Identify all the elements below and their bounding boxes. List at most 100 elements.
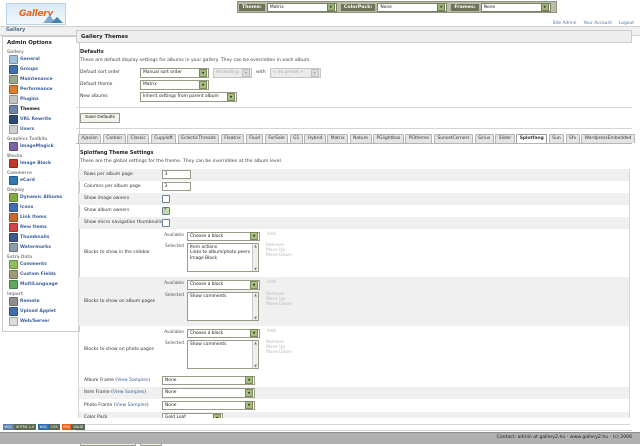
sidebar-item-performance[interactable]: Performance xyxy=(9,85,76,94)
view-samples-link[interactable]: View Samples xyxy=(112,390,145,396)
sidebar-item-maintenance[interactable]: Maintenance xyxy=(9,75,76,84)
tab-fluid[interactable]: Fluid xyxy=(245,133,264,143)
sidebar-item-thumbnails[interactable]: Thumbnails xyxy=(9,233,76,242)
available-blocks-dropdown[interactable]: Choose a block ▼ xyxy=(187,328,260,338)
selected-blocks-list[interactable]: Show comments ▲ ▼ xyxy=(187,291,259,321)
move-down-button[interactable]: Move Down xyxy=(266,350,292,356)
remove-button[interactable]: Remove xyxy=(266,243,284,248)
sidebar-item-image-block[interactable]: Image Block xyxy=(9,159,76,168)
tab-sirius[interactable]: Sirius xyxy=(474,133,494,143)
default-theme-dropdown[interactable]: Matrix ▼ xyxy=(140,80,209,90)
tab-pglightbox[interactable]: PGlightbox xyxy=(373,133,404,143)
gallery-logo[interactable]: Gallery xyxy=(6,3,66,25)
validation-badge[interactable]: W3C XHTML 1.0 xyxy=(3,424,37,430)
tab-floatrix[interactable]: Floatrix xyxy=(220,133,245,143)
frames-selector-dropdown[interactable]: None ▼ xyxy=(480,2,551,12)
sidebar-item-custom-fields[interactable]: Custom Fields xyxy=(9,270,76,279)
listbox-scrollbar[interactable]: ▲ ▼ xyxy=(252,292,258,320)
setting-checkbox[interactable] xyxy=(162,218,170,227)
sidebar-item-users[interactable]: Users xyxy=(9,125,76,134)
sort-preset-dropdown[interactable]: < no preset > ▼ xyxy=(269,68,321,78)
setting-text-input[interactable]: 3 xyxy=(162,170,191,179)
setting-checkbox[interactable] xyxy=(162,206,170,215)
scroll-down-icon[interactable]: ▼ xyxy=(254,315,257,320)
tab-eclecticthreads[interactable]: EclecticThreads xyxy=(177,133,220,143)
sidebar-item-general[interactable]: General xyxy=(9,55,76,64)
setting-text-input[interactable]: 3 xyxy=(162,182,191,191)
validation-badge[interactable]: W3C CSS xyxy=(38,424,60,430)
add-block-button[interactable]: Add xyxy=(267,328,276,334)
add-block-button[interactable]: Add xyxy=(267,231,276,237)
theme-selector-dropdown[interactable]: Matrix ▼ xyxy=(266,2,337,12)
listbox-scrollbar[interactable]: ▲ ▼ xyxy=(252,244,258,271)
default-sort-order-dropdown[interactable]: Manual sort order ▼ xyxy=(140,68,209,78)
colorpack-selector-dropdown[interactable]: None ▼ xyxy=(377,2,448,12)
sort-direction-dropdown[interactable]: Ascending ▼ xyxy=(213,68,252,78)
frame-dropdown[interactable]: None ▼ xyxy=(162,388,255,398)
sidebar-item-imagemagick[interactable]: ImageMagick xyxy=(9,142,76,151)
sidebar-item-plugins[interactable]: Plugins xyxy=(9,95,76,104)
breadcrumb-gallery-link[interactable]: Gallery xyxy=(6,28,26,34)
sidebar-item-remote[interactable]: Remote xyxy=(9,297,76,306)
tab-pgtheme[interactable]: PGtheme xyxy=(405,133,433,143)
scroll-up-icon[interactable]: ▲ xyxy=(254,341,257,345)
sidebar-item-url-rewrite[interactable]: URL Rewrite xyxy=(9,115,76,124)
sidebar-item-themes[interactable]: Themes xyxy=(9,105,76,114)
tab-sunsetcorners[interactable]: SunsetCorners xyxy=(433,133,474,143)
sidebar-item-watermarks[interactable]: Watermarks xyxy=(9,243,76,252)
validation-badge[interactable]: RSS VALID xyxy=(61,424,86,430)
frame-dropdown[interactable]: None ▼ xyxy=(162,400,255,410)
site-admin-link[interactable]: Site Admin xyxy=(552,21,577,26)
selected-block-item[interactable]: Image Block xyxy=(190,255,218,261)
tab-splotfang[interactable]: Splotfang xyxy=(516,133,548,143)
sidebar-item-dynamic-albums[interactable]: Dynamic Albums xyxy=(9,193,76,202)
selected-block-item[interactable]: Show comments xyxy=(190,293,227,299)
save-defaults-button[interactable]: Save Defaults xyxy=(80,112,120,123)
move-down-button[interactable]: Move Down xyxy=(266,301,292,307)
tab-classic[interactable]: Classic xyxy=(127,133,150,143)
selected-blocks-list[interactable]: Show comments ▲ ▼ xyxy=(187,340,259,369)
tab-sfx[interactable]: Sfx xyxy=(565,133,580,143)
tab-sun[interactable]: Sun xyxy=(548,133,565,143)
remove-button[interactable]: Remove xyxy=(266,291,284,297)
move-up-button[interactable]: Move Up xyxy=(266,248,286,254)
view-samples-link[interactable]: View Samples xyxy=(117,377,149,383)
tab-carbon[interactable]: Carbon xyxy=(102,133,126,143)
add-block-button[interactable]: Add xyxy=(267,280,276,285)
tab-nature[interactable]: Nature xyxy=(349,133,372,143)
available-blocks-dropdown[interactable]: Choose a block ▼ xyxy=(187,231,260,241)
sidebar-item-groups[interactable]: Groups xyxy=(9,65,76,74)
selected-block-item[interactable]: Links to album/photo peers xyxy=(190,250,251,256)
scroll-up-icon[interactable]: ▲ xyxy=(254,244,257,248)
selected-block-item[interactable]: Item actions xyxy=(190,245,218,250)
selected-block-item[interactable]: Show comments xyxy=(190,342,227,347)
sidebar-item-multilanguage[interactable]: MultiLanguage xyxy=(9,280,76,289)
sidebar-item-icons[interactable]: Icons xyxy=(9,203,76,212)
setting-checkbox[interactable] xyxy=(162,194,170,203)
tab-cupploft[interactable]: Cupploft xyxy=(150,133,177,143)
listbox-scrollbar[interactable]: ▲ ▼ xyxy=(252,341,258,368)
available-blocks-dropdown[interactable]: Choose a block ▼ xyxy=(187,280,260,290)
tab-slider[interactable]: Slider xyxy=(495,133,515,143)
tab-wordpressembedded[interactable]: WordpressEmbedded xyxy=(581,133,635,143)
scroll-down-icon[interactable]: ▼ xyxy=(254,364,257,368)
move-up-button[interactable]: Move Up xyxy=(266,296,286,302)
view-samples-link[interactable]: View Samples xyxy=(115,402,147,408)
tab-ajaxian[interactable]: Ajaxian xyxy=(78,133,102,143)
selected-blocks-list[interactable]: Item actions Links to album/photo peers Im… xyxy=(187,243,259,272)
remove-button[interactable]: Remove xyxy=(266,340,284,345)
sidebar-item-upload-applet[interactable]: Upload Applet xyxy=(9,307,76,316)
new-albums-dropdown[interactable]: Inherit settings from parent album ▼ xyxy=(140,92,237,102)
scroll-down-icon[interactable]: ▼ xyxy=(254,267,257,271)
scroll-up-icon[interactable]: ▲ xyxy=(254,292,257,297)
sidebar-item-new-items[interactable]: New Items xyxy=(9,223,76,232)
tab-g1[interactable]: G1 xyxy=(289,133,303,143)
tab-matrix[interactable]: Matrix xyxy=(327,133,349,143)
frame-dropdown[interactable]: None ▼ xyxy=(162,375,255,385)
tab-forsale[interactable]: ForSale xyxy=(264,133,289,143)
sidebar-item-web-server[interactable]: Web/Server xyxy=(9,317,76,326)
your-account-link[interactable]: Your Account xyxy=(583,21,612,26)
move-down-button[interactable]: Move Down xyxy=(266,253,292,259)
sidebar-item-ecard[interactable]: eCard xyxy=(9,176,76,185)
logout-link[interactable]: Logout xyxy=(618,21,634,26)
